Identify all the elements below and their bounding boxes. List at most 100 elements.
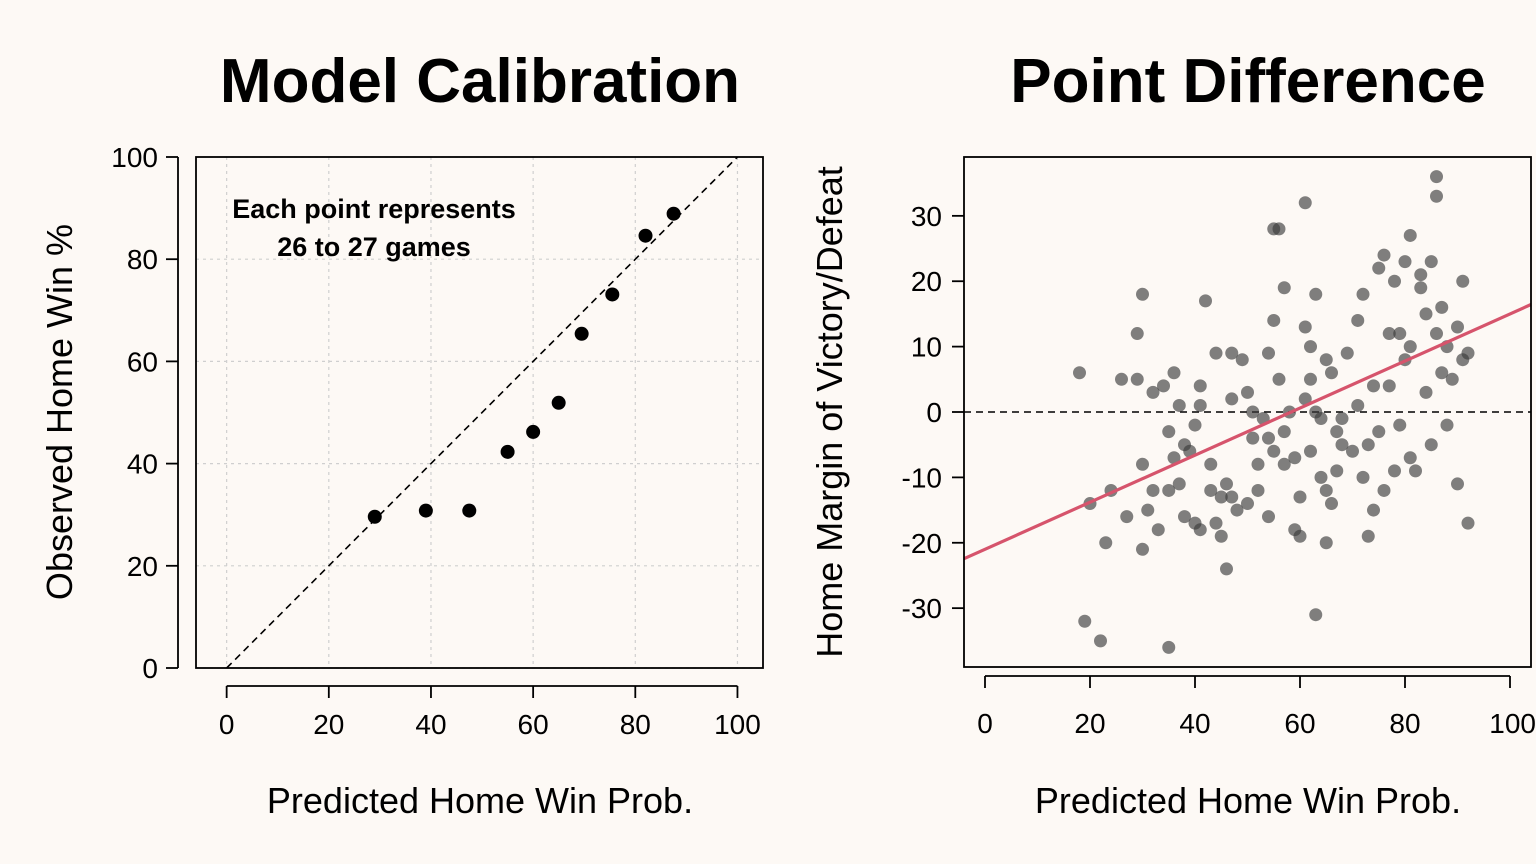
y-tick-label: 20 (127, 551, 158, 582)
game-point (1225, 490, 1239, 504)
game-point (1419, 307, 1433, 321)
game-point (1356, 287, 1370, 301)
game-point (1272, 372, 1286, 386)
calibration-point (666, 206, 681, 221)
game-point (1309, 287, 1323, 301)
x-tick-label: 60 (1284, 708, 1315, 739)
game-point (1424, 438, 1438, 452)
game-point (1424, 255, 1438, 269)
game-point (1335, 438, 1349, 452)
game-point (1461, 516, 1475, 530)
game-point (1293, 529, 1307, 543)
game-point (1262, 510, 1275, 524)
game-point (1214, 529, 1228, 543)
game-point (1403, 340, 1417, 354)
point-difference-x-axis-title: Predicted Home Win Prob. (1035, 780, 1461, 821)
game-point (1204, 483, 1218, 497)
game-point (1099, 536, 1113, 550)
game-point (1298, 392, 1312, 406)
game-point (1209, 516, 1223, 530)
calibration-panel: Model Calibration 0 20 40 60 80 100 0 20 40 60 80 1… (39, 47, 764, 821)
calibration-plot-frame (195, 156, 764, 669)
game-point (1351, 313, 1365, 327)
game-point (1388, 274, 1401, 288)
game-point (1414, 281, 1428, 295)
game-point (1199, 294, 1212, 308)
game-point (1393, 418, 1407, 432)
y-tick-label: 100 (111, 142, 158, 173)
game-point (1340, 346, 1354, 360)
game-point (1403, 228, 1417, 242)
game-point (1188, 418, 1202, 432)
game-point (1325, 366, 1338, 380)
calibration-point (638, 228, 653, 243)
game-point (1419, 385, 1433, 399)
game-point (1136, 457, 1149, 471)
game-point (1435, 366, 1449, 380)
game-point (1251, 457, 1265, 471)
point-difference-axes: 0 20 40 60 80 100 -30 -20 -10 0 10 20 30 (902, 201, 1536, 739)
game-point (1430, 327, 1443, 341)
game-point (1351, 398, 1365, 412)
game-point (1277, 457, 1291, 471)
game-point (1172, 398, 1186, 412)
game-point (1372, 425, 1386, 439)
game-point (1461, 346, 1475, 360)
x-tick-label: 40 (415, 709, 446, 740)
game-point (1382, 379, 1396, 393)
game-point (1241, 385, 1254, 399)
game-point (1346, 444, 1359, 458)
game-point (1319, 536, 1333, 550)
point-difference-points (1073, 170, 1475, 654)
game-point (1361, 529, 1375, 543)
calibration-points (367, 206, 681, 524)
game-point (1115, 372, 1128, 386)
game-point (1178, 510, 1191, 524)
x-tick-label: 0 (219, 709, 235, 740)
y-tick-label: -20 (902, 528, 942, 559)
calibration-point (418, 503, 433, 518)
calibration-grid (196, 156, 763, 669)
game-point (1220, 562, 1233, 576)
calibration-title: Model Calibration (220, 47, 740, 116)
game-point (1319, 353, 1333, 367)
game-point (1130, 327, 1144, 341)
game-point (1330, 464, 1344, 478)
game-point (1367, 503, 1380, 517)
game-point (1214, 490, 1228, 504)
game-point (1451, 477, 1464, 491)
y-tick-label: -10 (902, 462, 942, 493)
game-point (1162, 640, 1176, 654)
x-tick-label: 100 (714, 709, 761, 740)
game-point (1172, 477, 1186, 491)
y-tick-label: 30 (911, 201, 942, 232)
game-point (1398, 255, 1412, 269)
x-tick-label: 60 (518, 709, 549, 740)
point-difference-title: Point Difference (1010, 47, 1485, 116)
game-point (1430, 189, 1443, 203)
game-point (1372, 261, 1386, 275)
y-tick-label: 20 (911, 266, 942, 297)
game-point (1120, 510, 1134, 524)
identity-reference-line (226, 156, 739, 669)
game-point (1167, 366, 1181, 380)
game-point (1267, 313, 1281, 327)
calibration-point (367, 509, 382, 524)
game-point (1388, 464, 1401, 478)
game-point (1073, 366, 1086, 380)
x-tick-label: 0 (977, 708, 993, 739)
game-point (1393, 327, 1407, 341)
game-point (1304, 340, 1317, 354)
game-point (1367, 379, 1380, 393)
game-point (1220, 477, 1233, 491)
y-tick-label: 60 (127, 346, 158, 377)
game-point (1314, 470, 1328, 484)
game-point (1277, 425, 1291, 439)
game-point (1445, 372, 1459, 386)
calibration-point (574, 326, 589, 341)
game-point (1267, 444, 1281, 458)
x-tick-label: 100 (1489, 708, 1536, 739)
game-point (1130, 372, 1144, 386)
game-point (1204, 457, 1218, 471)
